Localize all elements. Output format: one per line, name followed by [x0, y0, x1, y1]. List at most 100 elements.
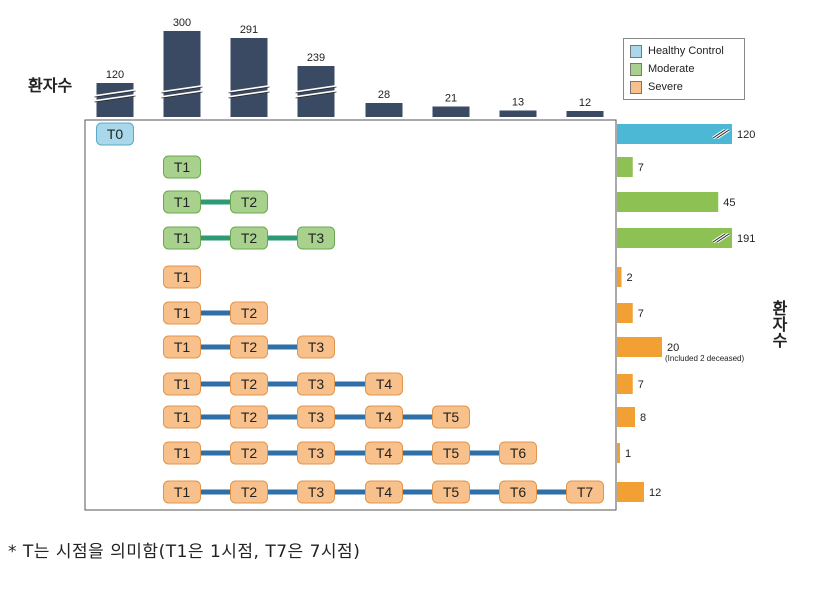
legend-label-healthy: Healthy Control	[648, 45, 724, 57]
side-bar-row-5	[617, 303, 633, 323]
timepoint-label-T2-row-5: T2	[241, 305, 258, 321]
top-bar-break-T0	[94, 89, 136, 97]
timepoint-node-T2-row-7	[230, 372, 268, 396]
timepoint-label-T2-row-9: T2	[241, 445, 258, 461]
timepoint-label-T1-row-3: T1	[174, 230, 191, 246]
side-bar-row-3-break-mark2	[716, 233, 730, 243]
timepoint-node-T1-row-1	[163, 155, 201, 179]
left-axis-label: 환자수	[28, 76, 73, 95]
side-bar-row-0	[617, 124, 732, 144]
top-bar-T5	[432, 106, 470, 117]
side-bar-label-row-1: 7	[638, 162, 644, 174]
top-bar-label-T3: 239	[307, 52, 325, 64]
side-bar-label-row-2: 45	[723, 197, 735, 209]
top-bar-break2-T3	[295, 90, 337, 98]
timepoint-node-T5-row-10	[432, 480, 470, 504]
legend-item-moderate: Moderate	[630, 60, 738, 78]
side-bar-row-7	[617, 374, 633, 394]
timepoint-node-T1-row-8	[163, 405, 201, 429]
timepoint-node-T1-row-10	[163, 480, 201, 504]
top-bar-T2	[230, 38, 268, 117]
timepoint-node-T2-row-9	[230, 441, 268, 465]
timepoint-label-T1-row-10: T1	[174, 484, 191, 500]
side-bar-row-0-break-mark	[712, 129, 726, 139]
top-bar-break-T2	[228, 85, 270, 93]
timepoint-node-T1-row-4	[163, 265, 201, 289]
timepoint-label-T2-row-10: T2	[241, 484, 258, 500]
timepoint-node-T1-row-9	[163, 441, 201, 465]
side-bar-row-1	[617, 157, 633, 177]
top-bar-break-line2-T3	[295, 91, 337, 99]
timepoint-label-T2-row-8: T2	[241, 409, 258, 425]
side-bar-row-2	[617, 192, 719, 212]
side-bar-label-row-8: 8	[640, 412, 646, 424]
timeline-frame	[84, 119, 617, 511]
timepoint-label-T2-row-2: T2	[241, 194, 258, 210]
timepoint-label-T4-row-8: T4	[376, 409, 393, 425]
top-bar-T1	[163, 31, 201, 117]
legend: Healthy Control Moderate Severe	[623, 38, 745, 100]
timepoint-node-T1-row-2	[163, 190, 201, 214]
timepoint-node-T4-row-9	[365, 441, 403, 465]
side-bar-row-6	[617, 337, 662, 357]
top-bar-label-T7: 12	[579, 97, 591, 109]
timepoint-label-T3-row-10: T3	[308, 484, 325, 500]
side-bar-label-row-9: 1	[625, 448, 631, 460]
legend-item-severe: Severe	[630, 78, 738, 96]
side-bar-label-row-3: 191	[737, 233, 755, 245]
timepoint-label-T3-row-3: T3	[308, 230, 325, 246]
timepoint-label-T5-row-10: T5	[443, 484, 460, 500]
side-bar-row-4	[617, 267, 622, 287]
top-bar-break-line-T0	[94, 90, 136, 98]
timepoint-node-T2-row-3	[230, 226, 268, 250]
timepoint-node-T6-row-10	[499, 480, 537, 504]
side-bar-row-3-break-mark	[712, 233, 726, 243]
top-bar-label-T5: 21	[445, 93, 457, 105]
timepoint-node-T4-row-8	[365, 405, 403, 429]
top-bar-break2-T2	[228, 90, 270, 98]
top-bar-break-line-T3	[295, 86, 337, 94]
top-bar-break-line2-T0	[94, 95, 136, 103]
timepoint-label-T1-row-6: T1	[174, 339, 191, 355]
timepoint-node-T2-row-6	[230, 335, 268, 359]
top-bar-break-line-T1	[161, 86, 203, 94]
timepoint-label-T4-row-10: T4	[376, 484, 393, 500]
right-axis-label: 환자수	[769, 300, 788, 348]
timepoint-node-T1-row-7	[163, 372, 201, 396]
side-bar-row-8	[617, 407, 635, 427]
timepoint-label-T1-row-1: T1	[174, 159, 191, 175]
top-bar-label-T6: 13	[512, 97, 524, 109]
timepoint-node-T7-row-10	[566, 480, 604, 504]
timepoint-label-T1-row-5: T1	[174, 305, 191, 321]
timepoint-node-T5-row-9	[432, 441, 470, 465]
top-bar-break2-T0	[94, 94, 136, 102]
timepoint-node-T6-row-9	[499, 441, 537, 465]
top-bar-break-line-T2	[228, 86, 270, 94]
side-bar-row-10	[617, 482, 644, 502]
top-bar-break-T3	[295, 85, 337, 93]
top-bar-label-T4: 28	[378, 89, 390, 101]
timepoint-label-T3-row-6: T3	[308, 339, 325, 355]
timepoint-node-T4-row-7	[365, 372, 403, 396]
timepoint-node-T1-row-3	[163, 226, 201, 250]
side-bar-row-0-break-mark2	[716, 129, 730, 139]
timepoint-label-T2-row-7: T2	[241, 376, 258, 392]
timepoint-node-T3-row-7	[297, 372, 335, 396]
timepoint-label-T2-row-6: T2	[241, 339, 258, 355]
top-bar-break-line2-T1	[161, 91, 203, 99]
side-bar-label-row-7: 7	[638, 379, 644, 391]
top-bar-break2-T1	[161, 90, 203, 98]
timepoint-node-T3-row-8	[297, 405, 335, 429]
side-bar-label-row-5: 7	[638, 308, 644, 320]
timepoint-node-T3-row-3	[297, 226, 335, 250]
timepoint-node-T3-row-9	[297, 441, 335, 465]
timepoint-label-T3-row-8: T3	[308, 409, 325, 425]
timepoint-label-T7-row-10: T7	[577, 484, 594, 500]
timepoint-node-T3-row-6	[297, 335, 335, 359]
legend-swatch-healthy	[630, 44, 642, 58]
timepoint-label-T1-row-7: T1	[174, 376, 191, 392]
timepoint-label-T1-row-8: T1	[174, 409, 191, 425]
top-bar-label-T1: 300	[173, 17, 191, 29]
top-bar-break-T1	[161, 85, 203, 93]
